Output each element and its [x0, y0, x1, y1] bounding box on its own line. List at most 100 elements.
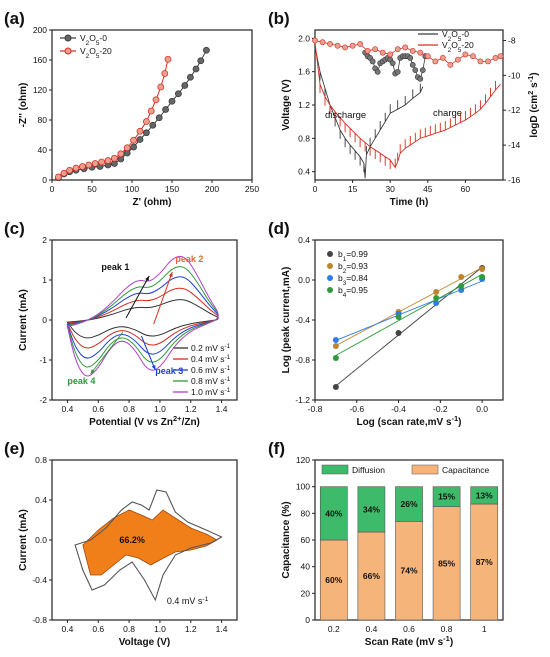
peak2-arrow: [153, 271, 173, 325]
x-tick-label: -0.4: [391, 404, 406, 414]
y-tick-label: 0.0: [298, 275, 310, 285]
y-tick-label: 0.0: [35, 535, 47, 545]
peak4-arrow-head: [90, 369, 95, 374]
x-tick-label: 0.8: [123, 624, 135, 634]
data-point: [157, 83, 165, 91]
x-tick-label: 200: [205, 184, 219, 194]
x-tick-label: 0: [50, 184, 55, 194]
logD-point: [364, 48, 371, 54]
panel-label: (c): [4, 219, 25, 238]
cv-curve: [66, 287, 219, 349]
data-point: [130, 143, 138, 151]
y-axis-label: Current (mA): [18, 509, 29, 571]
x-tick-label: 0.8: [441, 624, 453, 634]
cv-curve: [66, 276, 219, 359]
bar-diffusion: [357, 486, 386, 533]
logD-point: [497, 53, 504, 60]
fit-line: [335, 280, 483, 341]
logD-point: [424, 53, 431, 60]
panel-label: (d): [268, 219, 290, 238]
data-point: [152, 96, 160, 104]
x-tick-label: 1.2: [185, 624, 197, 634]
legend-marker: [327, 263, 333, 269]
bar-capacitance: [470, 503, 499, 621]
data-point: [395, 314, 402, 320]
y-tick-label: 100: [296, 482, 310, 492]
logD-point: [417, 75, 424, 82]
y-tick-label: 120: [33, 85, 47, 95]
x-tick-label: 0.2: [328, 624, 340, 634]
x-tick-label: 45: [423, 184, 433, 194]
data-point: [433, 295, 440, 301]
data-point: [136, 136, 144, 143]
x-tick-label: 100: [125, 184, 139, 194]
x-axis-label: Time (h): [390, 197, 429, 208]
y-tick-label: 200: [33, 25, 47, 35]
y-tick-label: 1.6: [298, 67, 310, 77]
bar-value-label: 85%: [438, 558, 455, 568]
y-tick-label: 1: [42, 275, 47, 285]
y-tick-label: -0.8: [295, 355, 310, 365]
legend-swatch: [411, 464, 439, 475]
y-tick-label: 120: [296, 455, 310, 465]
y-axis-label: Log (peak current,mA): [281, 267, 292, 374]
bar-capacitance: [357, 531, 386, 621]
data-point: [91, 160, 99, 167]
plot-frame: [314, 29, 504, 181]
data-point: [55, 173, 62, 181]
y-tick-label: 80: [38, 115, 48, 125]
logD-point: [334, 42, 341, 49]
data-point: [181, 82, 189, 89]
logD-point: [477, 58, 484, 65]
x-axis-label: Voltage (V): [119, 637, 170, 648]
x-tick-label: 1.0: [154, 624, 166, 634]
x-axis-label: Scan Rate (mV s-1): [365, 634, 453, 649]
legend-label: V2O5-20: [80, 46, 112, 60]
x-tick-label: -0.6: [349, 404, 364, 414]
logD-point: [394, 46, 401, 53]
x-tick-label: 250: [245, 184, 259, 194]
data-point: [168, 97, 176, 105]
y2-tick-label: -12: [508, 105, 521, 115]
data-point: [186, 73, 194, 81]
plot-frame: [51, 29, 253, 181]
data-point: [458, 283, 465, 289]
y-tick-label: 1.2: [298, 100, 310, 110]
data-point: [174, 90, 182, 98]
legend-label: b3=0.84: [338, 273, 368, 287]
y2-tick-label: -14: [508, 140, 521, 150]
logD-point: [387, 51, 394, 58]
voltage-curve: [314, 46, 424, 179]
data-point: [155, 114, 163, 122]
data-point: [123, 144, 131, 152]
x-axis-label: Z' (ohm): [132, 197, 171, 208]
voltage-curve: [314, 42, 501, 169]
logD-point: [349, 42, 356, 49]
x-tick-label: 50: [87, 184, 97, 194]
y-tick-label: -1: [39, 355, 47, 365]
bar-value-label: 74%: [400, 566, 417, 576]
x-tick-label: 60: [461, 184, 471, 194]
data-point: [85, 161, 93, 169]
annotation-peak1: peak 1: [101, 262, 129, 272]
data-point: [164, 55, 172, 63]
y-axis-label: Voltage (V): [281, 79, 292, 130]
fit-line: [335, 273, 483, 356]
data-point: [104, 157, 112, 164]
data-point: [79, 163, 86, 170]
y-tick-label: 160: [33, 55, 47, 65]
x-tick-label: 0.4: [365, 624, 377, 634]
data-point: [395, 330, 402, 336]
legend-marker: [327, 275, 333, 281]
legend-label: V2O5-20: [442, 40, 474, 54]
y2-tick-label: -16: [508, 175, 521, 185]
data-point: [161, 70, 169, 77]
data-point: [479, 266, 486, 272]
x-tick-label: 30: [385, 184, 395, 194]
x-axis-label: Log (scan rate,mV s-1): [356, 414, 461, 429]
annotation-peak2: peak 2: [175, 254, 203, 264]
legend-marker: [64, 47, 72, 55]
annotation-peak3: peak 3: [155, 366, 183, 376]
annotation-discharge: discharge: [325, 110, 366, 121]
x-tick-label: 1: [482, 624, 487, 634]
